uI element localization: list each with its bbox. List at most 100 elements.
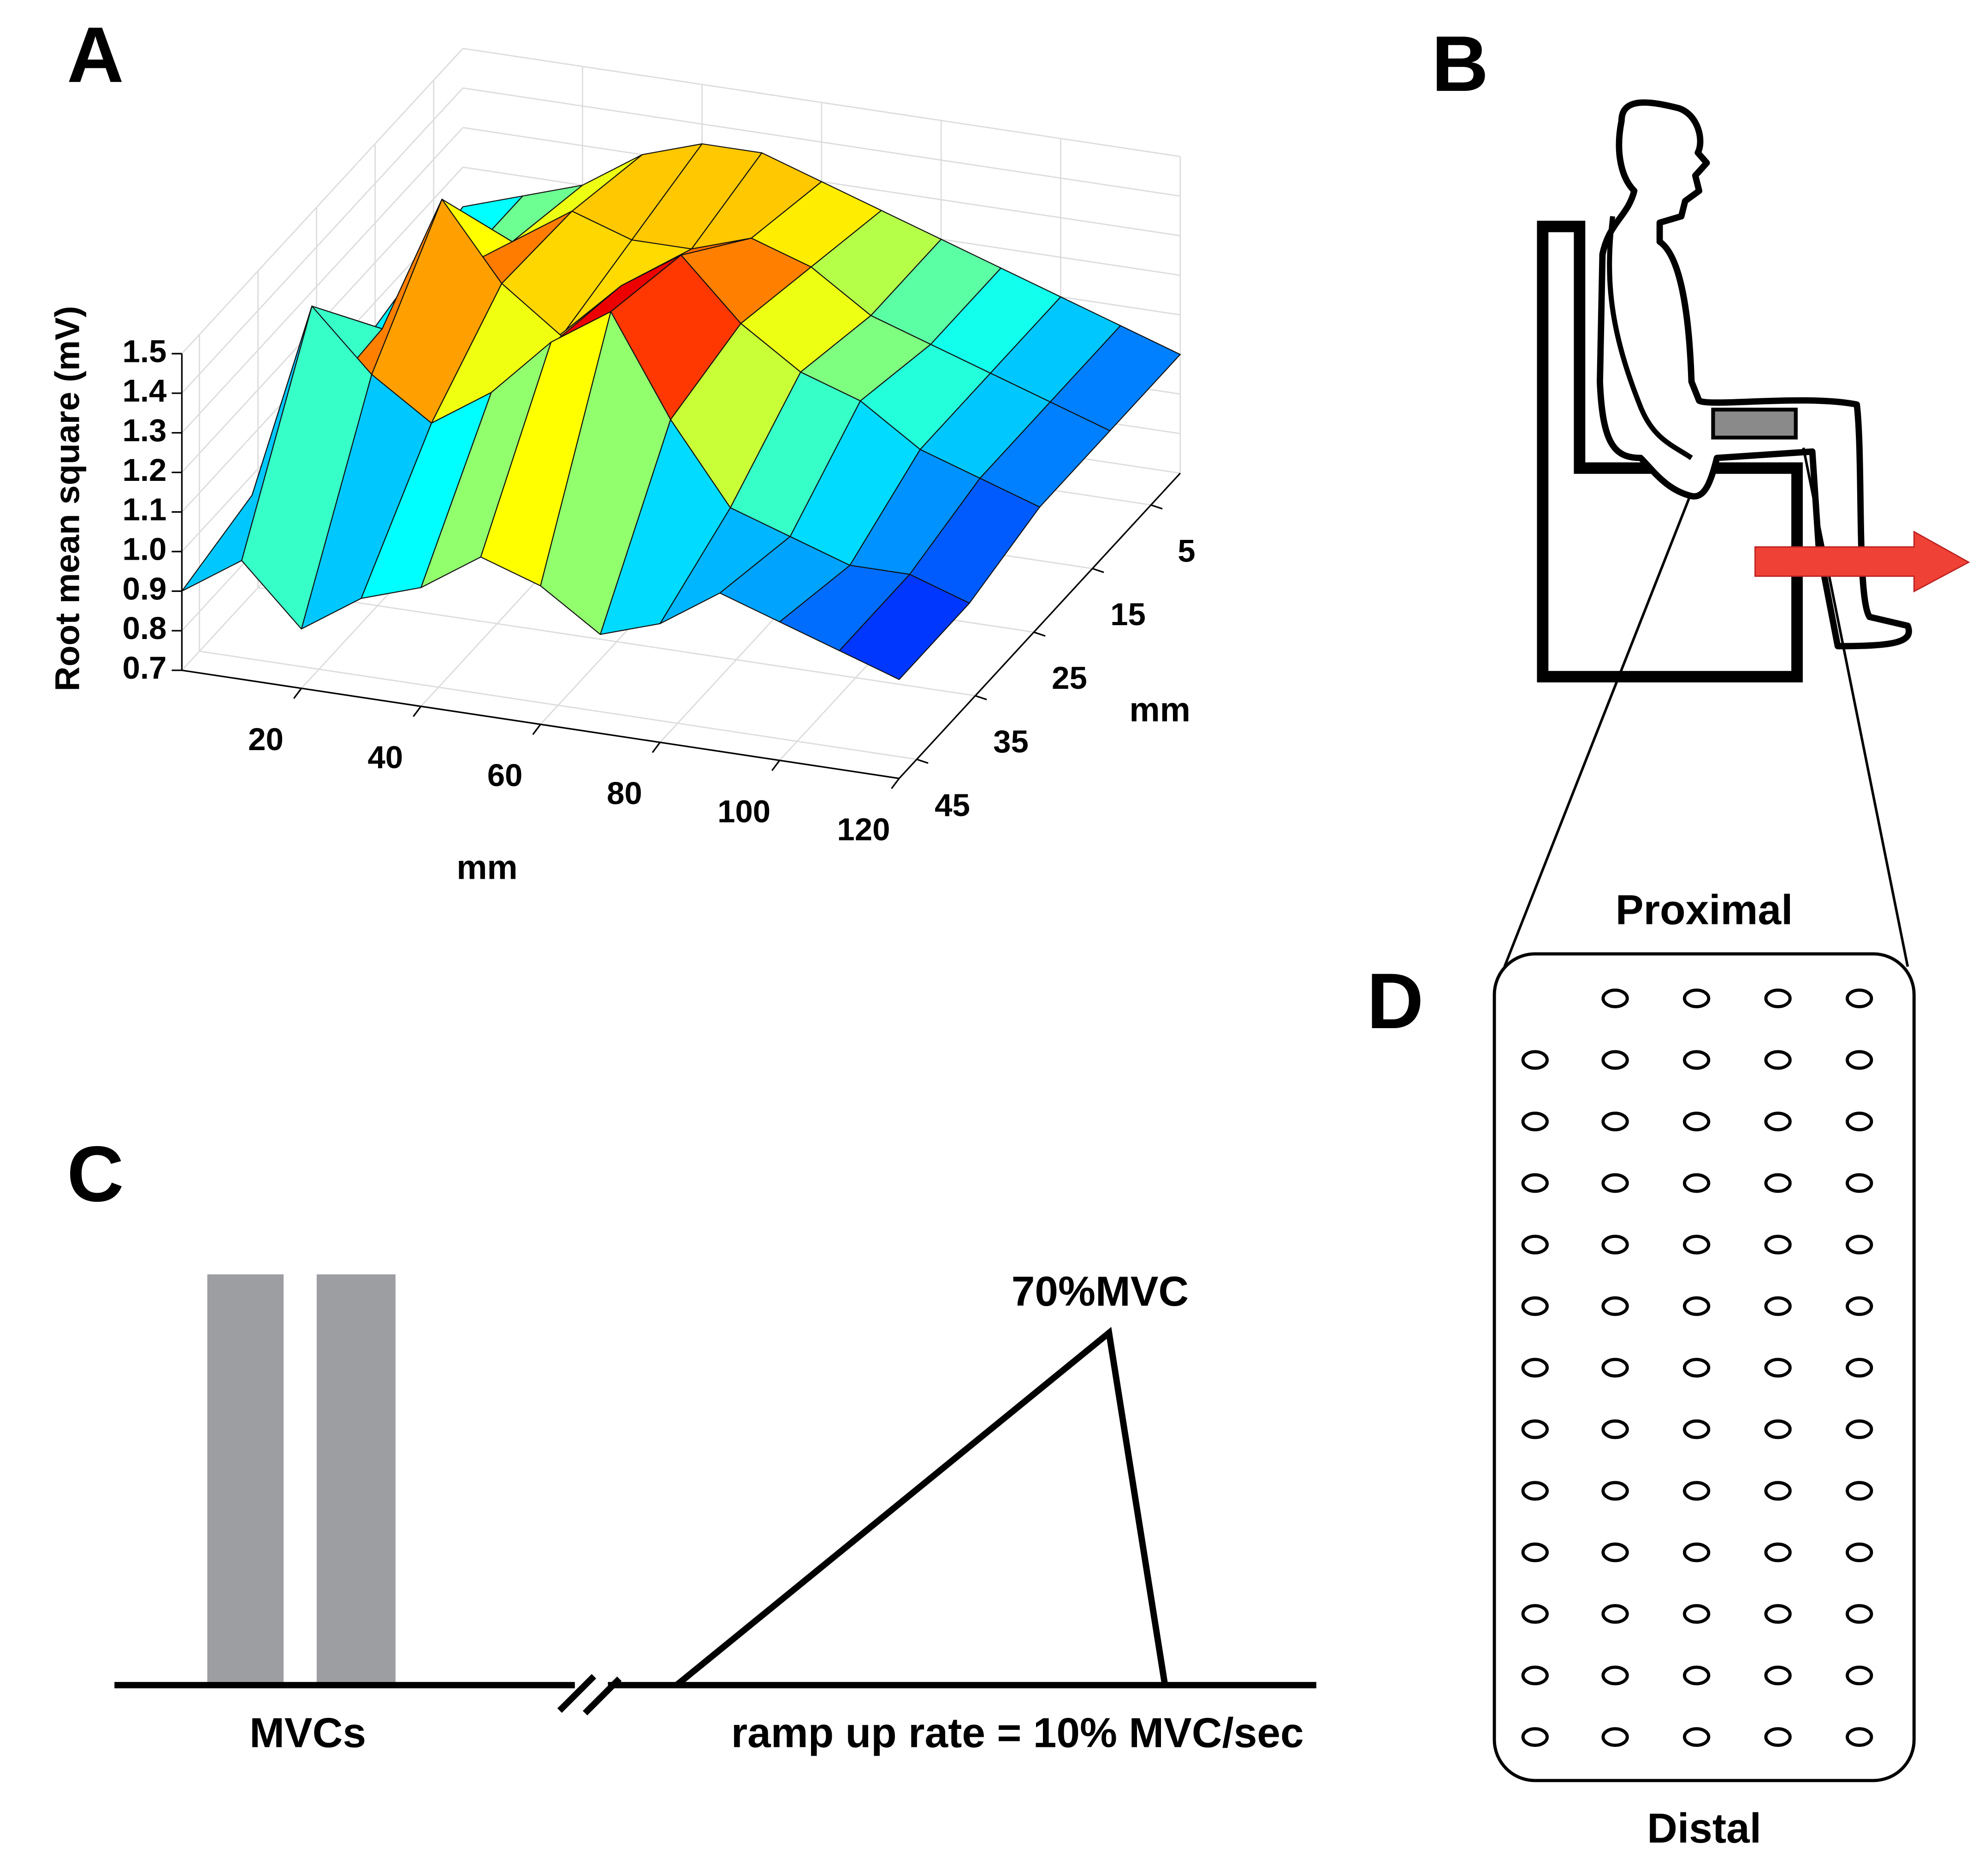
electrode xyxy=(1521,1419,1549,1439)
axis-line xyxy=(898,473,1181,779)
electrode xyxy=(1764,1542,1792,1562)
tick-mark xyxy=(891,778,900,789)
break-mark xyxy=(582,1676,622,1716)
electrode xyxy=(1682,988,1711,1008)
mvc-bar xyxy=(316,1274,396,1686)
electrode xyxy=(1682,1050,1711,1070)
z-tick-label: 1.3 xyxy=(122,413,166,448)
electrode xyxy=(1601,1604,1629,1624)
electrode xyxy=(1846,1604,1873,1624)
surface-cell xyxy=(181,305,313,592)
mvc-bar xyxy=(207,1274,284,1686)
electrode-pad xyxy=(1711,408,1798,440)
electrode xyxy=(1601,1358,1629,1378)
x-tick-label: 100 xyxy=(717,793,770,829)
tick-mark xyxy=(532,724,541,735)
electrode xyxy=(1682,1542,1711,1562)
tick-mark xyxy=(651,742,661,753)
tick-mark xyxy=(975,695,987,700)
zoom-line xyxy=(1503,498,1690,967)
electrode xyxy=(1521,1358,1549,1378)
electrode xyxy=(1521,1173,1549,1193)
zoom-line xyxy=(1802,447,1909,967)
mvc-label: MVCs xyxy=(249,1710,366,1756)
z-tick-label: 1.2 xyxy=(122,452,166,488)
tick-mark xyxy=(293,687,302,699)
electrode xyxy=(1764,988,1792,1008)
electrode xyxy=(1521,1604,1549,1624)
electrode xyxy=(1846,1050,1873,1070)
force-arrow xyxy=(1754,530,1970,593)
electrode xyxy=(1764,1235,1792,1255)
z-tick-label: 1.1 xyxy=(122,492,166,527)
y-tick-label: 5 xyxy=(1178,533,1195,568)
proximal-label: Proximal xyxy=(1616,887,1793,934)
electrode xyxy=(1846,1296,1873,1316)
electrode xyxy=(1764,1727,1792,1747)
electrode xyxy=(1846,1727,1873,1747)
tick-mark xyxy=(413,706,422,717)
arm xyxy=(1607,216,1693,460)
grid-line xyxy=(181,87,464,394)
electrode xyxy=(1601,1235,1629,1255)
distal-label: Distal xyxy=(1647,1805,1761,1852)
electrode xyxy=(1682,1419,1711,1439)
electrode xyxy=(1846,1173,1873,1193)
tick-mark xyxy=(1092,568,1104,574)
z-tick-label: 1.5 xyxy=(122,333,166,369)
panel-label: D xyxy=(1367,957,1424,1045)
panel-b: B xyxy=(1432,20,1970,967)
electrode xyxy=(1682,1358,1711,1378)
electrode xyxy=(1682,1665,1711,1686)
peak-label: 70%MVC xyxy=(1012,1268,1189,1315)
x-axis-label: mm xyxy=(456,848,517,887)
panel-label: B xyxy=(1432,20,1489,108)
electrode xyxy=(1682,1173,1711,1193)
electrode xyxy=(1601,1173,1629,1193)
z-tick-label: 1.4 xyxy=(122,373,166,408)
electrode xyxy=(1521,1050,1549,1070)
panel-c: C 70%MVC MVCs ramp up rate = 10% MVC/sec xyxy=(67,1130,1316,1756)
electrode xyxy=(1846,988,1873,1008)
x-tick-label: 60 xyxy=(487,758,523,793)
electrode xyxy=(1846,1358,1873,1378)
z-tick-label: 0.9 xyxy=(122,571,166,606)
panel-d: D Proximal Distal xyxy=(1367,887,1916,1852)
electrode xyxy=(1682,1481,1711,1501)
grid-line xyxy=(181,127,464,433)
electrode xyxy=(1682,1296,1711,1316)
x-tick-label: 40 xyxy=(367,740,403,775)
x-tick-label: 80 xyxy=(607,775,642,811)
z-axis-label: Root mean square (mV) xyxy=(48,306,86,692)
z-tick-label: 0.8 xyxy=(122,610,166,646)
electrode xyxy=(1521,1235,1549,1255)
electrode xyxy=(1601,1727,1629,1747)
tick-mark xyxy=(1033,631,1046,637)
y-tick-label: 25 xyxy=(1052,660,1087,696)
electrode xyxy=(1764,1173,1792,1193)
electrode xyxy=(1601,1112,1629,1131)
ramp-label: ramp up rate = 10% MVC/sec xyxy=(731,1710,1304,1756)
tick-mark xyxy=(916,758,929,764)
electrode xyxy=(1601,1481,1629,1501)
electrode xyxy=(1846,1112,1873,1131)
electrode xyxy=(1764,1050,1792,1070)
x-tick-label: 120 xyxy=(837,811,890,847)
electrode xyxy=(1682,1727,1711,1747)
electrode xyxy=(1521,1542,1549,1562)
break-mark xyxy=(557,1674,597,1713)
electrode xyxy=(1601,1665,1629,1686)
y-tick-label: 15 xyxy=(1110,597,1146,632)
electrode xyxy=(1764,1665,1792,1686)
grid-line xyxy=(181,48,464,354)
electrode xyxy=(1521,1481,1549,1501)
electrode xyxy=(1521,1665,1549,1686)
y-tick-label: 35 xyxy=(993,724,1029,759)
ramp xyxy=(675,1327,1168,1688)
electrode xyxy=(1846,1481,1873,1501)
electrode xyxy=(1682,1604,1711,1624)
electrode xyxy=(1764,1112,1792,1131)
